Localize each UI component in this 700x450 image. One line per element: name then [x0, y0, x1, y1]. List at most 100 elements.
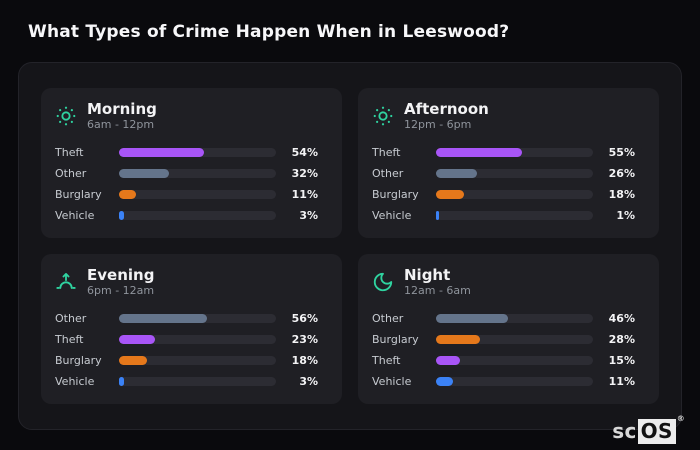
crime-dashboard-board: Morning 6am - 12pm Theft 54% Other 32% Burgl…: [18, 62, 682, 430]
bar-fill-theft: [436, 148, 523, 158]
sun-icon: [55, 105, 77, 127]
moon-icon: [372, 271, 394, 293]
crime-category-label: Other: [55, 312, 87, 326]
crime-percent-value: 26%: [608, 167, 635, 181]
panel-morning: Morning 6am - 12pm Theft 54% Other 32% Burgl…: [41, 88, 342, 238]
crime-category-label: Other: [55, 167, 87, 181]
crime-row: Other 46%: [372, 312, 635, 325]
panel-title: Evening: [87, 266, 155, 284]
bar-track: [436, 356, 593, 366]
bar-track: [436, 190, 593, 200]
crime-category-label: Other: [372, 167, 404, 181]
bar-rows: Theft 54% Other 32% Burglary 11% Vehicle 3%: [55, 146, 318, 224]
crime-percent-value: 3%: [299, 374, 318, 388]
bar-track: [119, 210, 276, 220]
bar-track: [436, 335, 593, 345]
crime-percent-value: 15%: [608, 354, 635, 368]
crime-percent-value: 28%: [608, 333, 635, 347]
crime-row: Theft 54%: [55, 146, 318, 159]
crime-category-label: Vehicle: [55, 208, 95, 222]
crime-row: Vehicle 11%: [372, 375, 635, 388]
panel-header: Night 12am - 6am: [372, 266, 635, 298]
bar-fill-vehicle: [436, 376, 454, 386]
panel-title: Night: [404, 266, 451, 284]
bar-fill-burglary: [119, 356, 148, 366]
crime-category-label: Theft: [55, 333, 84, 347]
bar-fill-burglary: [436, 190, 465, 200]
panel-header: Afternoon 12pm - 6pm: [372, 100, 635, 132]
bar-track: [436, 376, 593, 386]
panel-title: Morning: [87, 100, 157, 118]
bar-track: [119, 169, 276, 179]
panel-subtitle: 6pm - 12am: [87, 284, 155, 297]
crime-percent-value: 1%: [616, 208, 635, 222]
bar-rows: Other 46% Burglary 28% Theft 15% Vehicle 11%: [372, 312, 635, 390]
bar-track: [436, 169, 593, 179]
crime-category-label: Vehicle: [372, 374, 412, 388]
bar-fill-theft: [436, 356, 460, 366]
panel-evening: Evening 6pm - 12am Other 56% Theft 23% Burgl…: [41, 254, 342, 404]
crime-percent-value: 23%: [291, 333, 318, 347]
crime-row: Vehicle 1%: [372, 209, 635, 222]
crime-percent-value: 46%: [608, 312, 635, 326]
crime-percent-value: 54%: [291, 146, 318, 160]
bar-track: [119, 190, 276, 200]
crime-category-label: Vehicle: [55, 374, 95, 388]
crime-row: Other 32%: [55, 167, 318, 180]
crime-percent-value: 32%: [291, 167, 318, 181]
crime-category-label: Theft: [372, 354, 401, 368]
bar-track: [436, 148, 593, 158]
crime-percent-value: 18%: [608, 188, 635, 202]
crime-percent-value: 18%: [291, 354, 318, 368]
bar-fill-vehicle: [119, 376, 124, 386]
bar-track: [119, 376, 276, 386]
crime-category-label: Vehicle: [372, 208, 412, 222]
bar-fill-theft: [119, 335, 156, 345]
crime-category-label: Theft: [55, 146, 84, 160]
scos-logo-box: OS: [637, 419, 676, 444]
crime-row: Theft 15%: [372, 354, 635, 367]
crime-row: Burglary 28%: [372, 333, 635, 346]
bar-fill-vehicle: [436, 210, 439, 220]
panel-title: Afternoon: [404, 100, 489, 118]
crime-row: Other 26%: [372, 167, 635, 180]
bar-fill-other: [436, 314, 509, 324]
bar-fill-theft: [119, 148, 204, 158]
panel-subtitle: 12am - 6am: [404, 284, 471, 297]
scos-logo-prefix: sc: [612, 419, 637, 443]
crime-row: Burglary 18%: [55, 354, 318, 367]
bar-track: [119, 335, 276, 345]
panel-subtitle: 12pm - 6pm: [404, 118, 472, 131]
panel-night: Night 12am - 6am Other 46% Burglary 28% Thef…: [358, 254, 659, 404]
crime-row: Vehicle 3%: [55, 209, 318, 222]
crime-category-label: Burglary: [372, 333, 419, 347]
panel-header: Morning 6am - 12pm: [55, 100, 318, 132]
bar-track: [119, 356, 276, 366]
crime-row: Theft 55%: [372, 146, 635, 159]
bar-fill-other: [119, 169, 170, 179]
bar-rows: Theft 55% Other 26% Burglary 18% Vehicle 1%: [372, 146, 635, 224]
page-title: What Types of Crime Happen When in Leesw…: [28, 22, 510, 42]
crime-category-label: Burglary: [55, 354, 102, 368]
crime-category-label: Burglary: [55, 188, 102, 202]
panel-header: Evening 6pm - 12am: [55, 266, 318, 298]
sunrise-icon: [55, 271, 77, 293]
crime-percent-value: 55%: [608, 146, 635, 160]
panel-afternoon: Afternoon 12pm - 6pm Theft 55% Other 26% Bur…: [358, 88, 659, 238]
crime-row: Other 56%: [55, 312, 318, 325]
registered-trademark-icon: ®: [676, 414, 685, 423]
bar-fill-other: [436, 169, 477, 179]
bar-fill-vehicle: [119, 210, 124, 220]
crime-category-label: Burglary: [372, 188, 419, 202]
bar-fill-other: [119, 314, 207, 324]
scos-logo: sc OS®: [612, 414, 685, 444]
crime-category-label: Theft: [372, 146, 401, 160]
crime-percent-value: 56%: [291, 312, 318, 326]
bar-track: [119, 314, 276, 324]
bar-track: [436, 314, 593, 324]
crime-row: Theft 23%: [55, 333, 318, 346]
crime-percent-value: 3%: [299, 208, 318, 222]
crime-percent-value: 11%: [291, 188, 318, 202]
panel-subtitle: 6am - 12pm: [87, 118, 155, 131]
sun-icon: [372, 105, 394, 127]
